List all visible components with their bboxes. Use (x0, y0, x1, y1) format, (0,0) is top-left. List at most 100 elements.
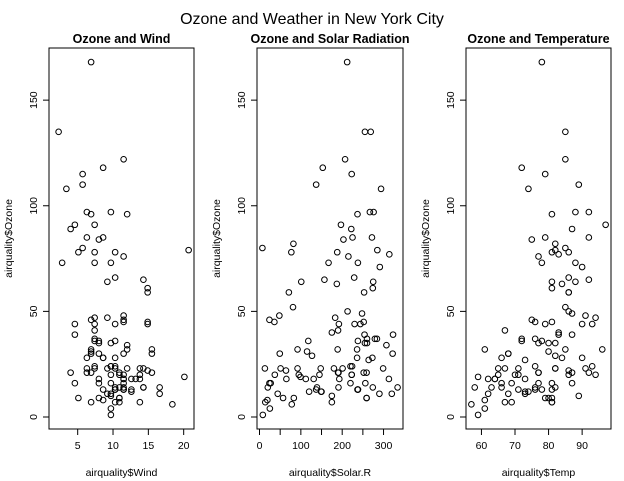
scatter-points (468, 58, 609, 419)
y-tick-label: 100 (28, 197, 40, 215)
data-point (169, 401, 176, 408)
data-point (562, 303, 569, 311)
data-point (261, 365, 269, 372)
data-point (339, 365, 346, 372)
data-point (498, 384, 505, 391)
data-point (562, 128, 569, 136)
data-point (107, 259, 115, 267)
data-point (568, 225, 576, 233)
data-point (185, 246, 192, 254)
data-point (376, 263, 384, 271)
data-point (377, 185, 385, 193)
data-point (128, 386, 135, 393)
data-point (107, 363, 115, 370)
data-point (565, 371, 573, 379)
data-point (120, 253, 127, 260)
figure-title: Ozone and Weather in New York City (180, 11, 444, 28)
data-point (528, 236, 536, 243)
data-point (334, 346, 341, 353)
data-point (297, 278, 305, 286)
data-point (91, 363, 98, 370)
data-point (515, 365, 522, 372)
data-point (123, 346, 131, 353)
data-point (360, 289, 368, 296)
data-point (369, 384, 377, 391)
data-point (107, 405, 115, 412)
data-point (494, 371, 502, 379)
data-point (531, 335, 539, 343)
data-point (548, 278, 556, 286)
data-point (87, 346, 95, 353)
data-point (120, 386, 127, 393)
data-point (572, 278, 579, 286)
data-point (302, 375, 310, 383)
data-point (91, 314, 98, 322)
data-point (91, 320, 98, 328)
data-point (541, 234, 549, 241)
data-point (548, 210, 556, 218)
data-point (504, 390, 512, 398)
data-point (111, 398, 119, 406)
data-point (521, 375, 529, 383)
data-point (348, 170, 356, 178)
data-point (128, 375, 135, 383)
data-point (128, 388, 135, 395)
data-point (99, 386, 107, 393)
data-point (317, 365, 324, 372)
data-point (518, 164, 526, 172)
data-point (341, 155, 349, 163)
data-point (525, 185, 532, 193)
panel-1: Ozone and Wind 5 10 15 20 0 50 100 150 airquality… (3, 32, 195, 479)
data-point (541, 320, 549, 328)
data-point (347, 225, 355, 233)
data-point (116, 398, 123, 406)
data-point (140, 276, 147, 283)
data-point (274, 390, 282, 398)
data-point (328, 329, 336, 336)
data-point (148, 369, 156, 376)
data-point (116, 394, 123, 402)
data-point (374, 246, 381, 254)
panel-title: Ozone and Temperature (467, 32, 609, 46)
y-tick-label: 0 (28, 414, 40, 420)
data-point (344, 308, 351, 315)
data-point (363, 335, 371, 343)
data-point (541, 394, 549, 402)
data-point (271, 371, 279, 379)
data-point (501, 365, 509, 372)
data-point (120, 155, 127, 163)
data-point (481, 405, 489, 412)
data-point (264, 396, 271, 404)
data-point (107, 411, 115, 419)
data-point (319, 164, 327, 172)
data-point (531, 384, 539, 391)
data-point (144, 289, 151, 296)
data-point (83, 365, 91, 372)
data-point (498, 379, 505, 387)
data-point (91, 337, 98, 345)
data-point (353, 346, 361, 353)
data-point (379, 365, 387, 372)
data-point (363, 369, 370, 376)
data-point (508, 398, 515, 406)
data-point (282, 367, 290, 374)
data-point (181, 373, 188, 381)
data-point (555, 329, 562, 336)
data-point (572, 208, 579, 216)
plot-frame (256, 47, 404, 430)
data-point (354, 386, 362, 393)
data-point (259, 244, 266, 252)
data-point (330, 365, 338, 372)
data-point (383, 341, 390, 349)
data-point (325, 259, 332, 267)
data-point (279, 394, 287, 402)
data-point (551, 339, 559, 347)
y-tick-label: 50 (445, 305, 457, 317)
data-point (334, 327, 342, 334)
data-point (111, 337, 119, 345)
data-point (538, 58, 546, 66)
data-point (144, 320, 151, 328)
data-point (144, 284, 151, 292)
x-axis-label: airquality$Temp (502, 467, 576, 479)
data-point (353, 354, 361, 362)
